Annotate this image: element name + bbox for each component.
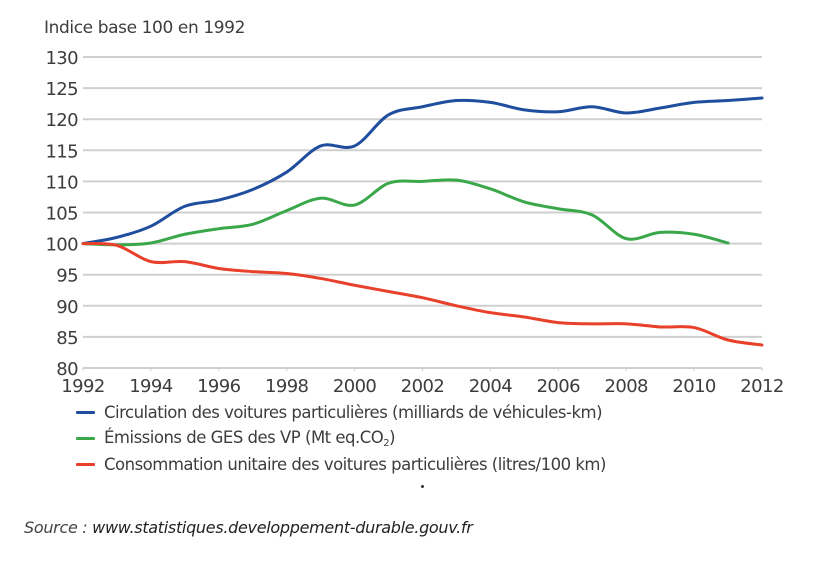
y-tick-label: 85 (56, 328, 78, 349)
legend: Circulation des voitures particulières (… (76, 399, 606, 477)
x-tick-label: 2004 (469, 376, 513, 397)
y-tick-label: 120 (45, 110, 78, 131)
x-tick-label: 1994 (129, 376, 173, 397)
x-tick-label: 1998 (265, 376, 309, 397)
legend-label-emissions-main: Émissions de GES des VP (Mt eq.CO (104, 427, 384, 447)
legend-swatch-blue (76, 410, 95, 414)
y-tick-label: 100 (45, 235, 78, 256)
x-tick-label: 1996 (197, 376, 241, 397)
stray-mark (420, 484, 425, 489)
x-tick-label: 2002 (401, 376, 444, 397)
y-tick-label: 115 (45, 141, 78, 162)
y-tick-label: 80 (56, 359, 78, 380)
legend-swatch-green (76, 436, 95, 440)
gridlines (83, 56, 762, 369)
y-tick-labels: 80 85 90 95 100 105 110 115 120 125 130 (45, 48, 78, 380)
series-line-circulation (81, 96, 764, 246)
y-tick-label: 95 (56, 266, 78, 287)
x-tick-label: 1992 (61, 376, 104, 397)
legend-item-consommation: Consommation unitaire des voitures parti… (76, 451, 606, 477)
y-axis-title: Indice base 100 en 1992 (44, 18, 245, 38)
x-tick-label: 2010 (672, 376, 716, 397)
y-tick-label: 110 (45, 172, 78, 193)
legend-item-circulation: Circulation des voitures particulières (… (76, 399, 606, 425)
legend-label-circulation: Circulation des voitures particulières (… (104, 402, 603, 422)
legend-label-emissions-sub: 2 (383, 437, 390, 449)
legend-label-emissions: Émissions de GES des VP (Mt eq.CO2) (104, 427, 396, 449)
legend-label-emissions-end: ) (389, 427, 396, 447)
legend-label-consommation: Consommation unitaire des voitures parti… (104, 454, 606, 474)
y-tick-label: 125 (45, 79, 78, 100)
x-tick-labels: 1992 1994 1996 1998 2000 2002 2004 2006 2008 2010… (61, 368, 784, 397)
series-line-emissions (81, 178, 730, 247)
legend-swatch-red (76, 462, 95, 466)
x-tick-label: 2008 (604, 376, 648, 397)
series-lines (81, 96, 764, 347)
y-tick-label: 130 (45, 48, 78, 69)
source-caption: Source : www.statistiques.developpement-… (24, 518, 473, 537)
x-tick-label: 2006 (537, 376, 581, 397)
x-tick-label: 2000 (333, 376, 377, 397)
y-tick-label: 105 (45, 204, 78, 225)
legend-item-emissions: Émissions de GES des VP (Mt eq.CO2) (76, 425, 606, 451)
x-tick-label: 2012 (740, 376, 783, 397)
series-line-consommation (81, 242, 764, 347)
source-url: www.statistiques.developpement-durable.g… (92, 518, 473, 537)
y-tick-label: 90 (56, 297, 78, 318)
source-label: Source : (24, 518, 93, 537)
